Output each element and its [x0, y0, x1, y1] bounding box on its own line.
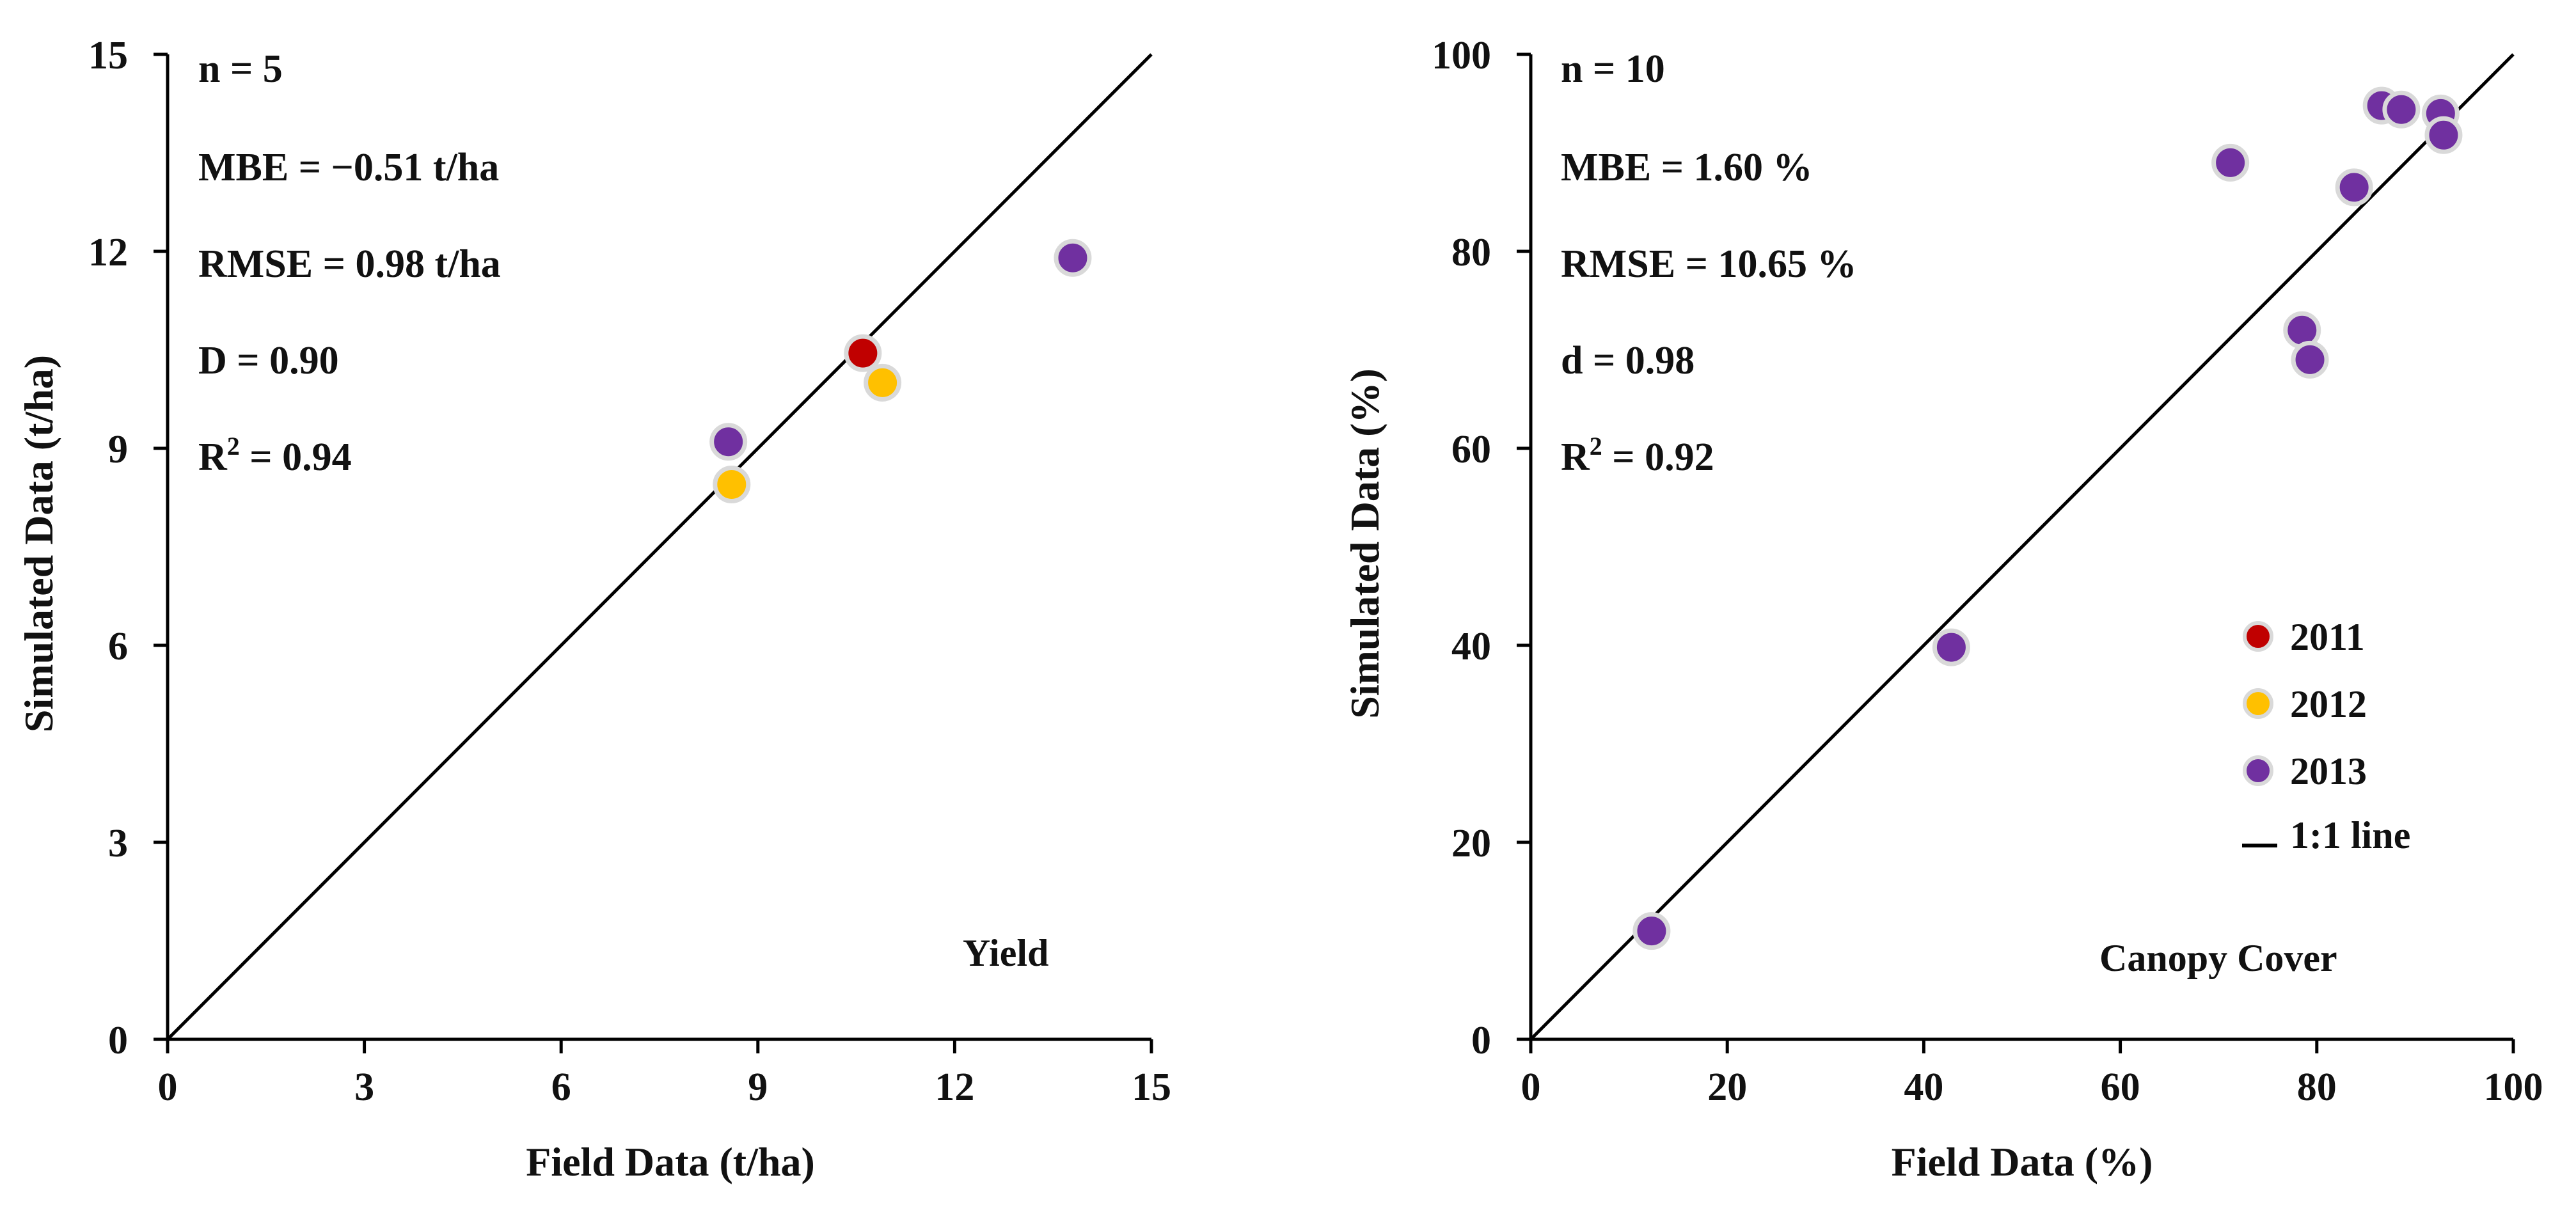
yield-point-2013	[709, 423, 748, 461]
canopy-y-tick-label: 20	[1451, 822, 1491, 865]
legend-label-1-1-line: 1:1 line	[2290, 814, 2410, 856]
canopy-x-tick-label: 40	[1904, 1066, 1943, 1109]
canopy-x-tick-label: 0	[1521, 1066, 1541, 1109]
legend-marker-2011	[2243, 621, 2273, 652]
yield-x-tick-label: 0	[158, 1066, 178, 1109]
canopy-stat-r2: R2 = 0.92	[1561, 432, 1714, 479]
canopy-x-tick-label: 20	[1707, 1066, 1747, 1109]
legend-label-2013: 2013	[2290, 750, 2367, 792]
canopy-panel-label: Canopy Cover	[2099, 937, 2337, 979]
yield-stat-r2: R2 = 0.94	[198, 432, 352, 479]
yield-point-2013	[1054, 239, 1092, 277]
canopy-y-tick-label: 0	[1471, 1019, 1491, 1062]
yield-point-2012	[864, 363, 902, 402]
yield-x-tick-label: 9	[748, 1066, 768, 1109]
yield-stat-mbe: MBE = −0.51 t/ha	[198, 146, 499, 189]
yield-x-axis-title: Field Data (t/ha)	[526, 1139, 815, 1184]
yield-x-tick-label: 3	[354, 1066, 374, 1109]
canopy-y-tick-label: 80	[1451, 231, 1491, 274]
yield-stat-d: D = 0.90	[198, 339, 339, 382]
yield-marks: 0 3 6 9 12 15 0 3 6 9 12 15	[88, 34, 1171, 1109]
canopy-point-2013	[2335, 168, 2373, 207]
canopy-point-2013	[1632, 912, 1671, 950]
canopy-r2-value: = 0.92	[1602, 436, 1714, 479]
legend-label-2012: 2012	[2290, 683, 2367, 725]
canopy-stat-rmse: RMSE = 10.65 %	[1561, 242, 1856, 286]
yield-r2-prefix: R	[198, 436, 228, 479]
yield-r2-value: = 0.94	[240, 436, 352, 479]
yield-y-tick-label: 9	[108, 428, 128, 471]
canopy-stat-d: d = 0.98	[1561, 339, 1695, 382]
yield-x-tick-label: 12	[935, 1066, 974, 1109]
yield-r2-sup: 2	[227, 432, 240, 460]
yield-one-to-one-line	[166, 53, 1153, 1041]
yield-stat-rmse: RMSE = 0.98 t/ha	[198, 242, 501, 286]
canopy-x-tick-label: 100	[2484, 1066, 2543, 1109]
canopy-y-tick-label: 100	[1432, 34, 1491, 77]
canopy-y-tick-label: 60	[1451, 428, 1491, 471]
canopy-marks: 0 20 40 60 80 100 0 20 40 60 80 100	[1432, 34, 2543, 1109]
yield-y-tick-label: 6	[108, 625, 128, 668]
yield-y-tick-label: 15	[88, 34, 128, 77]
canopy-point-2013	[2382, 90, 2421, 129]
yield-y-tick-label: 12	[88, 231, 128, 274]
yield-y-tick-label: 3	[108, 822, 128, 865]
yield-x-tick-label: 6	[551, 1066, 571, 1109]
canopy-stat-mbe: MBE = 1.60 %	[1561, 146, 1813, 189]
legend-label-2011: 2011	[2290, 616, 2365, 658]
canopy-y-tick-label: 40	[1451, 625, 1491, 668]
yield-stat-n: n = 5	[198, 47, 283, 91]
yield-x-tick-label: 15	[1132, 1066, 1171, 1109]
legend-marker-2012	[2243, 688, 2273, 719]
canopy-x-tick-label: 80	[2297, 1066, 2337, 1109]
canopy-one-to-one-line	[1529, 53, 2515, 1041]
legend: 2011 2012 2013 1:1 line	[2242, 616, 2410, 856]
canopy-x-axis-title: Field Data (%)	[1892, 1139, 2153, 1184]
canopy-y-axis-title: Simulated Data (%)	[1342, 368, 1387, 719]
yield-point-2012	[713, 465, 751, 503]
canopy-point-2013	[2424, 116, 2463, 154]
canopy-point-2013	[2291, 340, 2329, 379]
canopy-r2-prefix: R	[1561, 436, 1590, 479]
yield-point-2011	[844, 334, 882, 372]
canopy-x-tick-label: 60	[2101, 1066, 2140, 1109]
yield-y-axis-title: Simulated Data (t/ha)	[16, 355, 61, 732]
yield-panel-label: Yield	[963, 932, 1048, 974]
canopy-point-2013	[2211, 143, 2250, 182]
legend-marker-2013	[2243, 755, 2273, 786]
canopy-cover-chart: 0 20 40 60 80 100 0 20 40 60 80 100 n = 10 MBE = 1.…	[1342, 34, 2543, 1184]
canopy-point-2013	[1932, 628, 1970, 666]
yield-y-tick-label: 0	[108, 1019, 128, 1062]
canopy-r2-sup: 2	[1590, 432, 1602, 460]
canopy-stat-n: n = 10	[1561, 47, 1665, 91]
